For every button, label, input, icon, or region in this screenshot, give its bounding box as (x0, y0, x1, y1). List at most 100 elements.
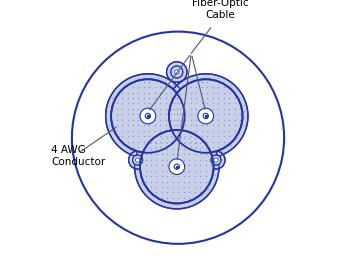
Point (176, 147, 181, 151)
Point (208, 109, 213, 113)
Point (136, 129, 141, 133)
Point (163, 149, 169, 154)
Point (177, 107, 183, 111)
Point (194, 129, 199, 133)
Circle shape (163, 74, 248, 158)
Point (179, 140, 184, 144)
Point (150, 76, 155, 80)
Point (194, 112, 199, 117)
Point (188, 118, 194, 122)
Point (212, 173, 218, 178)
Point (188, 107, 194, 111)
Point (148, 179, 154, 184)
Point (174, 123, 180, 128)
Point (187, 185, 192, 189)
Point (177, 112, 183, 117)
Point (216, 101, 221, 106)
Point (214, 123, 220, 127)
Point (139, 180, 144, 184)
Point (130, 85, 136, 89)
Point (192, 160, 198, 164)
Point (194, 143, 200, 147)
Point (119, 101, 125, 106)
Point (199, 107, 205, 111)
Point (170, 129, 175, 134)
Point (159, 133, 164, 137)
Point (232, 101, 238, 106)
Point (237, 118, 243, 122)
Point (210, 123, 216, 128)
Point (199, 193, 204, 198)
Point (152, 107, 158, 111)
Circle shape (174, 164, 180, 169)
Point (172, 123, 177, 128)
Point (172, 153, 177, 158)
Point (143, 149, 149, 154)
Point (187, 152, 192, 156)
Point (125, 101, 130, 106)
Circle shape (214, 158, 218, 162)
Point (110, 103, 115, 107)
Point (156, 143, 162, 147)
Point (164, 174, 170, 178)
Point (181, 196, 187, 200)
Point (183, 103, 189, 107)
Point (203, 168, 209, 173)
Point (159, 141, 165, 145)
Point (194, 96, 200, 100)
Point (241, 109, 247, 113)
Point (187, 158, 192, 162)
Point (186, 146, 191, 151)
Point (192, 179, 198, 184)
Point (188, 85, 194, 89)
Circle shape (140, 108, 156, 124)
Point (116, 136, 122, 140)
Point (158, 129, 163, 133)
Point (188, 109, 193, 113)
Point (183, 123, 189, 127)
Point (130, 116, 135, 120)
Point (203, 163, 209, 167)
Point (147, 118, 152, 122)
Point (204, 118, 210, 122)
Point (208, 136, 213, 140)
Point (212, 160, 218, 164)
Point (228, 143, 233, 147)
Point (201, 123, 206, 127)
Point (147, 140, 152, 144)
Point (176, 196, 181, 200)
Point (188, 83, 193, 87)
Point (234, 109, 240, 113)
Circle shape (175, 70, 179, 74)
Point (139, 146, 144, 151)
Point (226, 101, 232, 106)
Point (228, 83, 233, 87)
Circle shape (135, 124, 219, 209)
Point (210, 112, 216, 117)
Point (226, 140, 232, 144)
Point (183, 118, 188, 122)
Point (192, 173, 198, 178)
Point (172, 187, 177, 191)
Point (170, 158, 176, 162)
Point (176, 174, 181, 178)
Point (174, 136, 180, 140)
Point (199, 167, 204, 171)
Point (186, 200, 191, 204)
Point (147, 79, 152, 84)
Point (163, 129, 169, 133)
Point (136, 89, 142, 93)
Point (136, 112, 141, 117)
Point (188, 143, 193, 147)
Circle shape (135, 158, 140, 162)
Point (181, 123, 187, 127)
Point (125, 123, 130, 128)
Point (183, 90, 188, 95)
Point (194, 103, 200, 107)
Point (110, 123, 115, 127)
Point (187, 141, 192, 145)
Point (201, 103, 206, 107)
Point (159, 136, 165, 140)
Point (158, 140, 163, 144)
Point (201, 143, 206, 147)
